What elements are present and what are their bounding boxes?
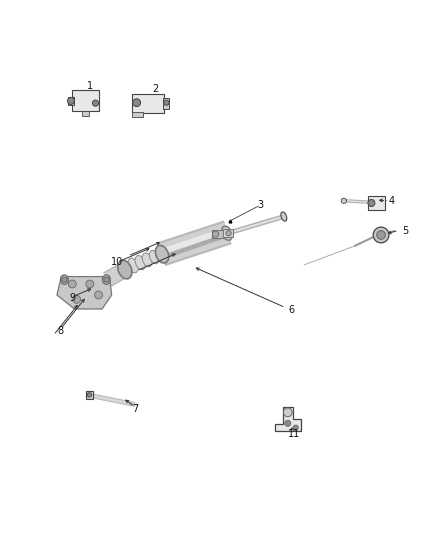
Polygon shape xyxy=(57,277,112,309)
Circle shape xyxy=(283,408,292,417)
Ellipse shape xyxy=(155,245,169,263)
Bar xyxy=(132,94,164,113)
Circle shape xyxy=(212,231,219,237)
Circle shape xyxy=(95,291,102,299)
Ellipse shape xyxy=(118,260,132,279)
Ellipse shape xyxy=(128,258,138,273)
Circle shape xyxy=(133,99,141,107)
Ellipse shape xyxy=(281,212,287,221)
Text: 3: 3 xyxy=(258,200,264,210)
Circle shape xyxy=(164,100,169,106)
Bar xyxy=(82,110,89,116)
Circle shape xyxy=(226,231,231,236)
Ellipse shape xyxy=(135,255,145,270)
Bar xyxy=(212,230,224,238)
Circle shape xyxy=(73,295,81,303)
Circle shape xyxy=(293,425,298,430)
Text: 5: 5 xyxy=(402,225,408,236)
Circle shape xyxy=(368,199,375,206)
Bar xyxy=(86,391,93,399)
Circle shape xyxy=(92,100,99,106)
Text: 7: 7 xyxy=(133,404,139,414)
Text: 9: 9 xyxy=(69,293,75,303)
Circle shape xyxy=(377,231,385,239)
Circle shape xyxy=(285,420,291,426)
Text: 4: 4 xyxy=(389,196,395,206)
Ellipse shape xyxy=(121,261,131,276)
Bar xyxy=(68,96,74,106)
Text: 8: 8 xyxy=(57,326,64,336)
Ellipse shape xyxy=(222,226,232,240)
Bar xyxy=(163,98,169,109)
Circle shape xyxy=(87,393,92,397)
Circle shape xyxy=(68,280,76,288)
Text: 6: 6 xyxy=(288,305,294,316)
Text: 11: 11 xyxy=(288,429,300,439)
Ellipse shape xyxy=(102,275,110,285)
Circle shape xyxy=(373,227,389,243)
Text: 10: 10 xyxy=(111,257,124,267)
Circle shape xyxy=(67,98,74,104)
Polygon shape xyxy=(275,407,301,431)
Circle shape xyxy=(86,280,94,288)
Circle shape xyxy=(62,277,67,282)
Ellipse shape xyxy=(156,248,166,261)
Ellipse shape xyxy=(149,251,159,264)
Bar xyxy=(72,91,99,111)
Bar xyxy=(368,197,385,209)
Circle shape xyxy=(341,198,346,204)
Ellipse shape xyxy=(142,253,152,266)
Text: 1: 1 xyxy=(87,81,93,91)
Circle shape xyxy=(104,277,109,282)
Bar xyxy=(132,112,143,117)
Ellipse shape xyxy=(60,275,68,285)
Text: 2: 2 xyxy=(152,84,159,94)
Bar xyxy=(223,229,233,237)
